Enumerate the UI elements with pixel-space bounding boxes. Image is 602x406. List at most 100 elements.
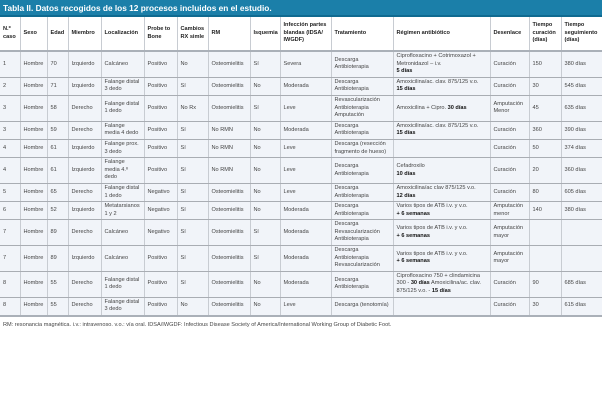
treatment-line: Revascularización [334, 228, 380, 235]
cell-sex: Hombre [19, 245, 47, 272]
cell-ischemia: No [249, 121, 280, 140]
cell-follow-up-time: 380 días [560, 201, 602, 221]
cell-antibiotic-regimen: Varios tipos de ATB i.v. y v.o. + 6 seman… [392, 245, 490, 272]
cell-follow-up-time: 615 días [560, 297, 602, 317]
cell-sex: Hombre [19, 183, 47, 203]
cell-case-number: 4 [0, 139, 20, 159]
table-row: 7 Hombre 89 Izquierdo Calcáneo Positivo Sí Oste… [0, 245, 602, 272]
cell-soft-tissue-infection: Moderada [279, 201, 331, 221]
regimen-duration: + 6 semanas [396, 210, 430, 217]
cell-ischemia: Sí [249, 95, 280, 122]
column-header: Miembro [67, 17, 101, 52]
cell-sex: Hombre [19, 95, 47, 122]
cell-antibiotic-regimen [392, 139, 490, 159]
cell-ischemia: Sí [249, 51, 280, 78]
cell-location: Falange distal 3 dedo [100, 77, 144, 96]
treatment-line: Revascularización [334, 96, 380, 103]
column-header: Infección partes blandas (IDSA/ IWGDF) [279, 17, 331, 52]
cell-mri: Osteomielitis [207, 201, 250, 221]
treatment-line: Descarga [334, 56, 359, 63]
cell-treatment: Descarga Antibioterapia [330, 201, 393, 221]
cell-follow-up-time: 360 días [560, 157, 602, 184]
treatment-line: Descarga (resección fragmento de hueso) [334, 140, 387, 155]
cell-limb: Izquierdo [67, 201, 101, 221]
cell-age: 52 [46, 201, 68, 221]
column-header: Tratamiento [330, 17, 393, 52]
cell-healing-time: 360 [528, 121, 561, 140]
cell-limb: Izquierdo [67, 245, 101, 272]
cell-outcome: Amputación Menor [489, 95, 529, 122]
cell-follow-up-time: 390 días [560, 121, 602, 140]
cell-case-number: 3 [0, 121, 20, 140]
cell-follow-up-time: 374 días [560, 139, 602, 159]
treatment-line: Revascularización [334, 262, 380, 269]
cell-outcome: Curación [489, 139, 529, 159]
cell-rx-changes: No Rx [176, 95, 208, 122]
data-table: N.º caso Sexo Edad Miembro Localización Probe… [0, 17, 602, 317]
cell-healing-time: 50 [528, 139, 561, 159]
cell-healing-time: 30 [528, 77, 561, 96]
cell-rx-changes: Sí [176, 219, 208, 247]
treatment-line: Antibioterapia [334, 236, 369, 243]
table-row: 8 Hombre 55 Derecho Falange distal 3 dedo Pos… [0, 297, 602, 317]
cell-healing-time: 140 [528, 201, 561, 221]
cell-outcome: Amputación mayor [489, 219, 529, 247]
cell-outcome: Curación [489, 271, 529, 298]
cell-outcome: Curación [489, 121, 529, 140]
cell-treatment: Descarga Antibioterapia [330, 157, 393, 184]
treatment-line: Antibioterapia [334, 284, 369, 291]
regimen-duration: 12 días [396, 192, 416, 199]
table-row: 1 Hombre 70 Izquierdo Calcáneo Positivo No Oste… [0, 51, 602, 78]
cell-limb: Derecho [67, 121, 101, 140]
column-header: Desenlace [489, 17, 529, 52]
cell-location: Falange media 4.º dedo [100, 157, 144, 184]
cell-location: Falange distal 1 dedo [100, 95, 144, 122]
cell-ischemia: No [249, 271, 280, 298]
cell-age: 89 [46, 219, 68, 247]
treatment-line: Descarga [334, 247, 359, 254]
cell-probe-to-bone: Positivo [143, 51, 177, 78]
cell-probe-to-bone: Negativo [143, 219, 177, 247]
cell-soft-tissue-infection: Severa [279, 51, 331, 78]
cell-sex: Hombre [19, 219, 47, 247]
treatment-line: Antibioterapia [334, 104, 369, 111]
regimen-duration: 15 días [396, 130, 416, 137]
cell-antibiotic-regimen: Ciprofloxacino 750 + clindamicina 300 - … [392, 271, 490, 298]
cell-follow-up-time: 545 días [560, 77, 602, 96]
cell-case-number: 7 [0, 245, 20, 272]
cell-mri: Osteomielitis [207, 95, 250, 122]
treatment-line: Amputación [334, 112, 365, 119]
cell-probe-to-bone: Positivo [143, 271, 177, 298]
table-row: 2 Hombre 71 Izquierdo Falange distal 3 dedo P… [0, 77, 602, 96]
cell-sex: Hombre [19, 77, 47, 96]
cell-healing-time: 150 [528, 51, 561, 78]
cell-outcome: Amputación mayor [489, 245, 529, 272]
regimen-duration: 10 días [396, 170, 416, 177]
cell-age: 55 [46, 297, 68, 317]
column-header: Edad [46, 17, 68, 52]
treatment-line: Antibioterapia [334, 210, 369, 217]
footnote: RM: resonancia magnética. i.v.: intraven… [3, 321, 392, 328]
cell-ischemia: No [249, 139, 280, 159]
cell-rx-changes: Sí [176, 271, 208, 298]
cell-case-number: 4 [0, 157, 20, 184]
cell-limb: Derecho [67, 219, 101, 247]
cell-treatment: Descarga (tenotomía) [330, 297, 393, 317]
cell-ischemia: No [249, 77, 280, 96]
cell-ischemia: No [249, 297, 280, 317]
cell-location: Falange prox. 3 dedo [100, 139, 144, 159]
cell-antibiotic-regimen: Ciprofloxacino + Cotrimoxazol + Metronid… [392, 51, 490, 78]
cell-location: Metatarsianos 1 y 2 [100, 201, 144, 221]
regimen-text: Cefadroxilo [396, 162, 425, 169]
regimen-text: Amoxicilina + Cipro. [396, 104, 448, 111]
cell-treatment: Descarga Revascularización Antibioterapia [330, 219, 393, 247]
regimen-duration: 5 días [396, 68, 413, 75]
regimen-text: Amoxicilina/ac clav 875/125 v.o. [396, 184, 476, 191]
cell-mri: Osteomielitis [207, 245, 250, 272]
cell-follow-up-time: 635 días [560, 95, 602, 122]
cell-location: Calcáneo [100, 219, 144, 247]
cell-case-number: 8 [0, 297, 20, 317]
cell-outcome: Curación [489, 297, 529, 317]
treatment-line: Descarga [334, 184, 359, 191]
cell-treatment: Descarga (resección fragmento de hueso) [330, 139, 393, 159]
